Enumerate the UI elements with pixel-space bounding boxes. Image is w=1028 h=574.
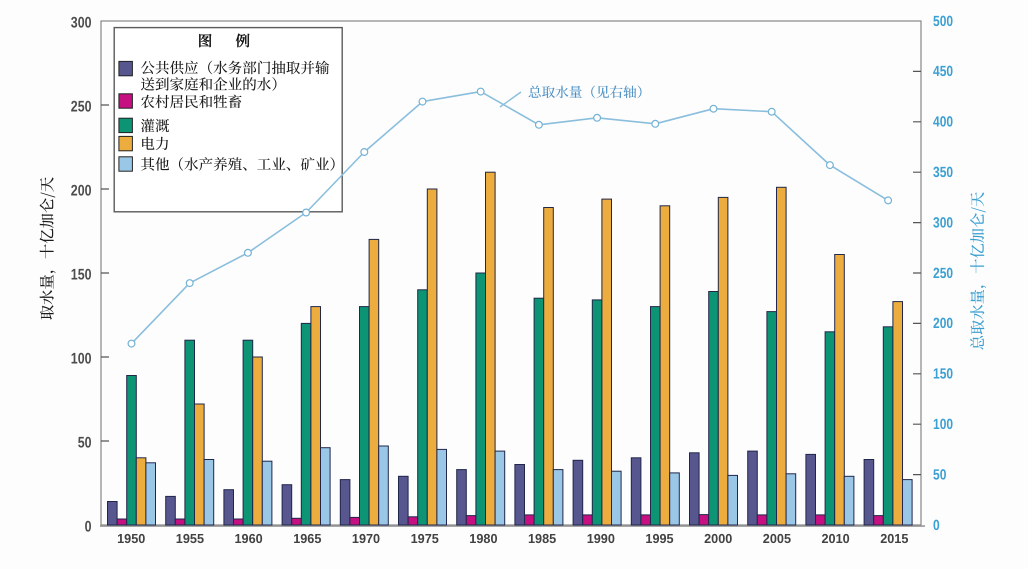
- svg-text:例: 例: [235, 30, 250, 51]
- svg-text:350: 350: [933, 165, 953, 181]
- svg-text:2015: 2015: [880, 531, 908, 546]
- svg-text:400: 400: [933, 115, 953, 131]
- svg-text:送到家庭和企业的水）: 送到家庭和企业的水）: [140, 73, 285, 94]
- svg-text:200: 200: [933, 316, 953, 332]
- svg-text:100: 100: [933, 417, 953, 433]
- svg-text:0: 0: [933, 518, 940, 534]
- svg-text:1950: 1950: [117, 531, 145, 546]
- svg-text:2000: 2000: [704, 531, 732, 546]
- svg-text:450: 450: [933, 64, 953, 80]
- svg-text:2005: 2005: [763, 531, 791, 546]
- svg-text:250: 250: [933, 266, 953, 282]
- svg-text:1990: 1990: [587, 531, 615, 546]
- svg-text:500: 500: [933, 14, 953, 30]
- svg-text:150: 150: [71, 266, 92, 283]
- svg-text:总取水量，十亿加仑/天: 总取水量，十亿加仑/天: [966, 192, 988, 351]
- svg-text:1985: 1985: [528, 531, 556, 546]
- svg-text:1980: 1980: [469, 531, 497, 546]
- svg-text:1965: 1965: [293, 531, 321, 546]
- svg-text:取水量，十亿加仑/天: 取水量，十亿加仑/天: [36, 177, 58, 320]
- svg-text:50: 50: [78, 434, 92, 451]
- svg-text:0: 0: [85, 518, 92, 535]
- svg-text:1975: 1975: [411, 531, 439, 546]
- svg-text:其他（水产养殖、工业、矿业）: 其他（水产养殖、工业、矿业）: [140, 153, 344, 174]
- svg-text:总取水量（见右轴）: 总取水量（见右轴）: [528, 81, 650, 101]
- svg-text:图: 图: [198, 30, 213, 51]
- svg-text:300: 300: [933, 215, 953, 231]
- svg-text:150: 150: [933, 367, 953, 383]
- svg-text:1955: 1955: [176, 531, 204, 546]
- svg-text:灌溉: 灌溉: [140, 115, 170, 136]
- svg-text:200: 200: [71, 182, 92, 199]
- svg-text:1995: 1995: [645, 531, 673, 546]
- svg-text:50: 50: [933, 467, 946, 483]
- svg-text:电力: 电力: [140, 133, 169, 154]
- svg-text:100: 100: [71, 350, 92, 367]
- svg-text:2010: 2010: [822, 531, 850, 546]
- svg-text:公共供应（水务部门抽取并输: 公共供应（水务部门抽取并输: [140, 57, 330, 78]
- svg-text:农村居民和牲畜: 农村居民和牲畜: [140, 91, 242, 112]
- svg-text:300: 300: [71, 14, 92, 31]
- svg-text:250: 250: [71, 98, 92, 115]
- svg-text:1960: 1960: [235, 531, 263, 546]
- svg-text:1970: 1970: [352, 531, 380, 546]
